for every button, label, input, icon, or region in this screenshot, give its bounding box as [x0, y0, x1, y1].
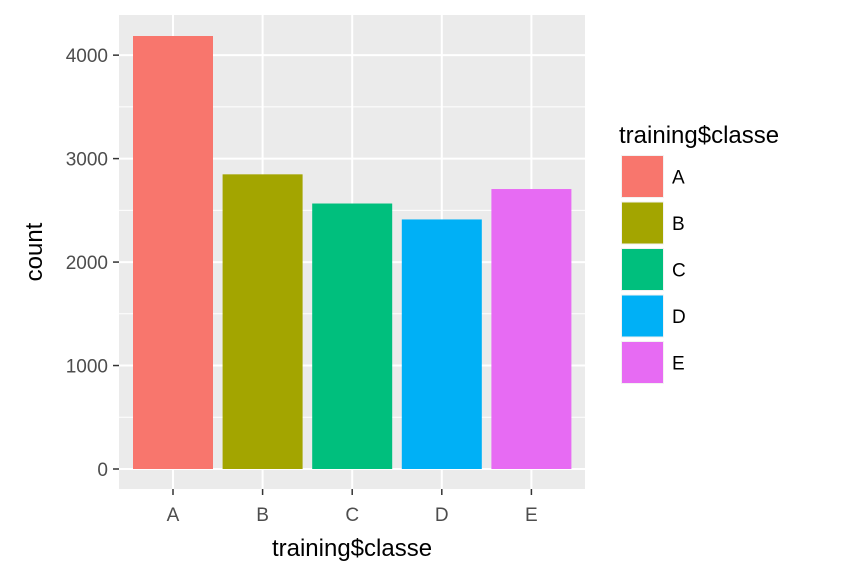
legend: training$classe A B C D E [619, 122, 779, 384]
bar-b [222, 174, 303, 469]
legend-label-a: A [672, 168, 685, 189]
y-tick-label: 1000 [66, 357, 108, 378]
y-tick-label: 2000 [66, 253, 108, 274]
x-tick-label-d: D [435, 505, 449, 526]
x-tick-label-a: A [167, 505, 180, 526]
x-tick-label-c: C [345, 505, 359, 526]
legend-swatch-b [622, 202, 663, 244]
bar-a [133, 36, 213, 469]
legend-swatch-c [622, 249, 663, 290]
y-tick-label: 0 [97, 460, 108, 481]
y-axis: 0 1000 2000 3000 4000 [66, 46, 119, 481]
y-axis-title: count [21, 222, 48, 281]
legend-label-e: E [672, 354, 685, 375]
legend-label-b: B [672, 214, 685, 235]
legend-swatch-e [622, 342, 663, 383]
y-tick-label: 3000 [66, 150, 108, 171]
legend-label-d: D [672, 307, 686, 328]
x-tick-label-b: B [256, 505, 269, 526]
legend-swatch-d [622, 295, 663, 337]
y-tick-label: 4000 [66, 46, 108, 67]
bar-e [491, 189, 572, 470]
bar-d [401, 219, 482, 469]
legend-label-c: C [672, 261, 686, 282]
x-axis-title: training$classe [272, 535, 432, 562]
bar-c [312, 203, 393, 469]
legend-swatch-a [622, 156, 663, 197]
x-axis: A B C D E [167, 489, 538, 526]
bars [133, 36, 572, 470]
x-tick-label-e: E [525, 505, 538, 526]
legend-title: training$classe [619, 122, 779, 149]
